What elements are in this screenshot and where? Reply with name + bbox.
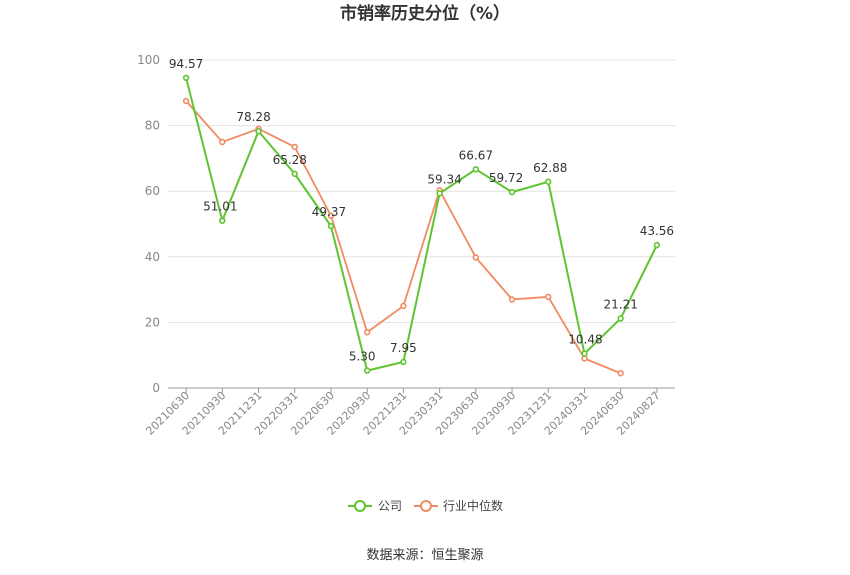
source-note: 数据来源：恒生聚源 [366,548,483,563]
series-point-0 [255,128,262,135]
series-point-1 [400,302,407,310]
data-label: 66.67 [459,148,493,162]
series-point-0 [182,74,190,82]
legend-item-0[interactable]: 公司 [348,499,402,513]
data-label: 59.34 [427,172,461,186]
series-point-1 [545,293,552,301]
data-label: 10.48 [568,333,602,347]
series-point-0 [508,188,516,196]
data-label: 62.88 [533,161,567,175]
series-point-0 [327,222,335,230]
axes: 0204060801002021063020210930202112312022… [137,53,675,438]
series-point-1 [363,329,371,336]
y-tick-label: 80 [145,119,160,133]
y-tick-label: 20 [145,315,160,329]
series-point-1 [508,296,516,303]
data-label: 7.95 [390,341,417,355]
data-labels: 94.57 51.01 78.28 65.28 49.37 5.30 7.95 59.34 66… [169,57,674,364]
legend-marker [420,500,432,512]
legend[interactable]: 公司 行业中位数 [348,498,503,513]
series-point-1 [617,370,624,377]
chart-title: 市销率历史分位（%） [340,3,510,24]
series-point-0 [617,315,624,322]
series-point-0 [545,178,552,185]
y-tick-label: 40 [145,250,160,264]
data-label: 43.56 [640,224,674,238]
series-point-0 [581,350,588,357]
y-tick-label: 60 [145,184,160,198]
series-line-1 [185,100,622,375]
y-tick-label: 0 [152,381,160,395]
series-point-0 [219,217,226,224]
legend-item-1[interactable]: 行业中位数 [414,498,503,513]
series-point-0 [400,358,407,366]
data-label: 65.28 [273,153,307,167]
series-point-0 [472,166,480,173]
data-label: 49.37 [312,205,346,219]
data-label: 51.01 [203,200,237,214]
series-point-0 [363,367,371,374]
series-layer [182,74,661,377]
series-point-1 [219,138,226,146]
data-label: 5.30 [349,350,376,364]
series-point-0 [291,170,298,178]
grid [168,59,675,323]
series-point-1 [182,97,190,105]
y-tick-label: 100 [137,53,160,67]
series-point-1 [291,143,298,151]
data-label: 94.57 [169,57,203,71]
legend-label: 行业中位数 [443,498,503,513]
series-point-1 [327,212,335,220]
data-label: 78.28 [236,110,270,124]
series-line-0 [185,77,658,372]
series-point-0 [436,190,443,197]
legend-label: 公司 [378,499,402,513]
series-point-1 [472,254,480,261]
data-label: 59.72 [489,171,523,185]
series-point-0 [653,241,661,249]
data-label: 21.21 [603,297,637,311]
legend-marker [354,500,366,512]
